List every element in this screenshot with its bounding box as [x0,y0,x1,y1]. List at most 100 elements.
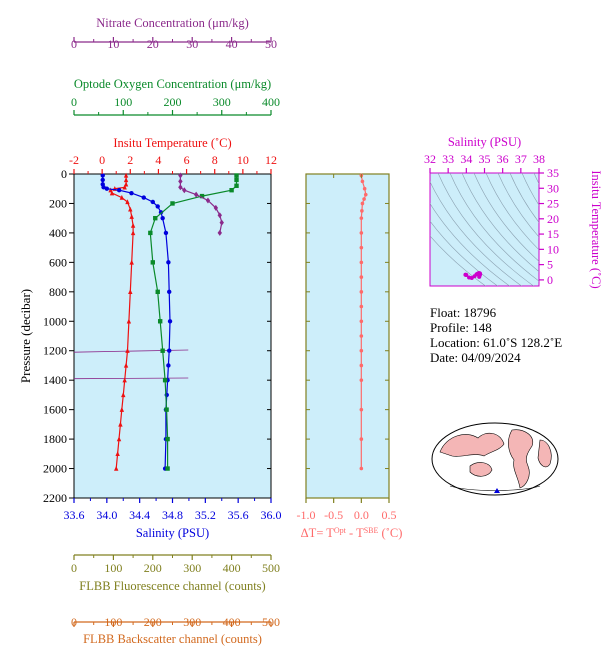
ts-y-tick-label: 25 [547,197,559,211]
float-location-marker [494,488,500,493]
data-point [116,436,122,442]
data-point [213,204,219,211]
ts-point [464,273,469,278]
y-tick-label: 0 [61,167,67,181]
y-tick-label: 1800 [43,432,67,446]
map-land-africa [537,439,552,468]
data-point [165,466,170,471]
delta-point [360,209,364,213]
delta-tick-label: 0.0 [354,508,369,522]
data-point [167,348,172,353]
data-point [116,188,122,193]
density-contour [449,173,539,282]
temperature-tick-label: 0 [99,153,105,167]
salinity-tick-label: 36.0 [261,508,282,522]
main-plot-area [73,173,272,499]
data-point [123,177,129,183]
backscatter-tick-label: 400 [223,615,241,629]
data-point [123,172,129,178]
main-profile-panel: 0200400600800100012001400160018002000220… [18,16,282,646]
map-land-asia [439,432,505,457]
backscatter-tick-label: 300 [183,615,201,629]
data-point [100,173,105,178]
density-contour [509,173,539,223]
data-point [118,421,123,427]
fluorescence-tick-label: 400 [223,561,241,575]
density-contour [461,173,539,273]
delta-point [359,334,364,338]
data-point [217,212,222,219]
ts-y-axis-title: Insitu Temperature (˚C) [589,170,603,288]
density-contour [521,173,539,206]
ts-x-tick-label: 38 [533,152,545,166]
delta-point [359,231,364,235]
data-point [126,318,132,324]
data-point [130,230,136,236]
data-point [115,451,120,457]
ts-x-tick-label: 33 [442,152,454,166]
map-land-australia [469,462,493,477]
data-point [167,319,173,324]
density-contour [485,173,539,251]
y-tick-label: 1000 [43,314,67,328]
density-contour [497,173,539,238]
density-contour [430,220,499,286]
data-point [129,190,134,196]
oxygen-tick-label: 300 [213,95,231,109]
data-point [178,172,183,179]
y-tick-label: 2000 [43,462,67,476]
delta-line [360,175,367,469]
delta-point [359,216,364,220]
salinity-tick-label: 33.6 [64,508,85,522]
y-tick-label: 1400 [43,373,67,387]
data-point [109,190,115,196]
data-point [166,363,171,368]
ts-y-tick-label: 5 [547,258,553,272]
data-point [128,289,133,295]
nitrate-tick-label: 20 [147,37,159,51]
profile-number: Profile: 148 [430,320,492,335]
salinity-tick-label: 35.6 [228,508,249,522]
oxygen-axis-title: Optode Oxygen Concentration (μm/kg) [74,77,271,91]
data-point [163,230,169,236]
salinity-tick-label: 34.0 [96,508,117,522]
data-point [165,436,170,442]
density-contour [430,235,487,286]
ts-x-axis-title: Salinity (PSU) [448,135,521,149]
data-point [164,407,169,412]
y-tick-label: 800 [49,285,67,299]
ts-y-tick-label: 10 [547,242,559,256]
temperature-tick-label: 4 [155,153,161,167]
delta-point [359,304,364,309]
density-contour [430,202,511,286]
map-land-americas [508,429,534,489]
salinity-tick-label: 35.2 [195,508,216,522]
data-point [100,177,105,183]
salinity-tick-label: 34.4 [129,508,150,522]
data-point [155,204,160,209]
ts-x-tick-label: 34 [460,152,472,166]
delta-point [359,378,364,382]
backscatter-tick-label: 0 [71,615,77,629]
fluorescence-tick-label: 500 [262,561,280,575]
ts-y-tick-label: 30 [547,181,559,195]
oxygen-tick-label: 0 [71,95,77,109]
y-tick-label: 1600 [43,403,67,417]
temperature-tick-label: 10 [237,153,249,167]
nitrate-tick-label: 40 [226,37,238,51]
density-contour [437,173,535,286]
data-point [199,193,205,199]
series-line [149,175,238,469]
backscatter-axis-title: FLBB Backscatter channel (counts) [83,632,262,646]
fluorescence-axis-title: FLBB Fluorescence channel (counts) [79,579,265,593]
data-point [150,199,155,205]
ts-point [477,274,482,279]
oxygen-tick-label: 400 [262,95,280,109]
data-point [129,214,134,219]
temperature-tick-label: -2 [69,153,79,167]
data-point [170,201,175,206]
delta-point [359,348,364,353]
data-point [128,206,133,212]
y-tick-label: 600 [49,255,67,269]
